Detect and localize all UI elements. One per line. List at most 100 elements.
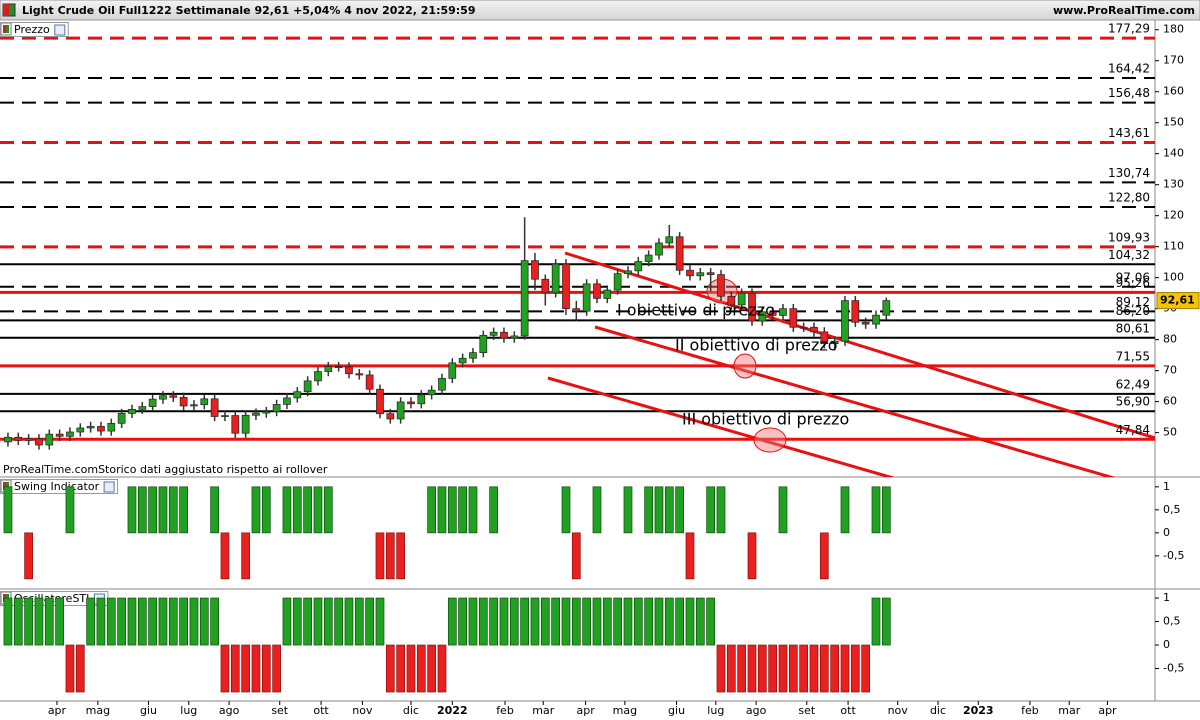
- level-label: 47,84: [1116, 423, 1150, 437]
- bar: [117, 597, 126, 646]
- panel-tool-icon[interactable]: [54, 24, 66, 36]
- annotation: I obiettivo di prezzo: [617, 301, 775, 320]
- bar: [385, 644, 395, 693]
- candle-body: [376, 388, 384, 415]
- bar: [406, 644, 416, 693]
- candle-body: [4, 436, 12, 443]
- last-price-label: 92,61: [1160, 294, 1195, 307]
- bar: [137, 597, 147, 646]
- bar: [168, 486, 178, 534]
- bar: [354, 597, 364, 646]
- candle-body: [252, 412, 260, 416]
- level-label: 71,55: [1116, 349, 1150, 363]
- bar: [127, 486, 137, 534]
- candle-body: [779, 308, 787, 316]
- bar: [881, 597, 891, 646]
- bar: [582, 597, 591, 646]
- bar: [602, 597, 612, 646]
- target-marker: [753, 427, 787, 453]
- bar: [447, 597, 457, 646]
- bar: [468, 486, 478, 534]
- panel-tool-icon[interactable]: [103, 481, 115, 493]
- candle-body: [582, 283, 591, 312]
- y-tick-label: 140: [1163, 147, 1184, 160]
- candle-body: [86, 426, 95, 429]
- bar: [458, 486, 467, 534]
- candle-body: [510, 335, 519, 339]
- y-tick-label: 1: [1163, 480, 1170, 493]
- bar: [24, 597, 33, 646]
- bar: [747, 532, 757, 580]
- bar: [530, 597, 540, 646]
- bar: [282, 486, 292, 534]
- y-tick-label: 70: [1163, 364, 1177, 377]
- candle-body: [562, 263, 570, 310]
- bar: [819, 644, 829, 693]
- candle-body: [66, 431, 74, 437]
- bar: [55, 597, 64, 646]
- y-tick-label: -0,5: [1163, 662, 1184, 675]
- bar: [561, 486, 571, 534]
- candle-body: [407, 401, 415, 405]
- candle-body: [35, 438, 43, 446]
- target-marker: [733, 353, 757, 379]
- bar: [520, 597, 529, 646]
- bar: [768, 644, 778, 693]
- bar: [778, 486, 788, 534]
- bar: [737, 644, 747, 693]
- bar: [292, 486, 302, 534]
- level-label: 164,42: [1108, 62, 1150, 76]
- bar: [261, 644, 271, 693]
- x-tick-label: mag: [613, 704, 637, 717]
- bar: [282, 597, 292, 646]
- candle-body: [138, 406, 147, 410]
- bar: [220, 644, 230, 693]
- y-tick-label: 180: [1163, 23, 1184, 36]
- candle-body: [293, 391, 302, 399]
- bar: [675, 597, 684, 646]
- candle-body: [314, 371, 322, 382]
- candle-body: [686, 269, 694, 277]
- candle-body: [748, 292, 756, 322]
- bar: [726, 644, 736, 693]
- candle-body: [179, 396, 188, 407]
- x-tick-label: apr: [1098, 704, 1117, 717]
- bar: [633, 597, 643, 646]
- candle-body: [872, 314, 880, 325]
- y-tick-label: 120: [1163, 209, 1184, 222]
- y-tick-label: 50: [1163, 426, 1177, 439]
- x-tick-label: giu: [140, 704, 157, 717]
- bar: [106, 597, 116, 646]
- panel-icon-half: [3, 25, 6, 33]
- y-tick-label: 170: [1163, 54, 1184, 67]
- bar: [540, 597, 550, 646]
- x-tick-label: ott: [840, 704, 856, 717]
- bar: [158, 597, 168, 646]
- plots: Prezzo5060708090100110120130140150160170…: [0, 22, 1200, 717]
- candle-body: [500, 331, 508, 339]
- bar: [396, 644, 405, 693]
- bar: [551, 597, 560, 646]
- candle-body: [882, 300, 891, 316]
- candle-body: [128, 409, 136, 414]
- bar: [241, 644, 250, 693]
- bar: [850, 644, 860, 693]
- y-tick-label: 150: [1163, 116, 1184, 129]
- header-site[interactable]: www.ProRealTime.com: [1053, 4, 1195, 17]
- bar: [313, 486, 323, 534]
- panel-icon-half: [3, 482, 6, 490]
- candle-body: [520, 260, 529, 337]
- candle-body: [841, 300, 849, 342]
- bar: [168, 597, 178, 646]
- bar: [3, 486, 13, 534]
- header-title: Light Crude Oil Full1222 Settimanale 92,…: [22, 4, 476, 17]
- candle-body: [624, 270, 632, 274]
- y-tick-label: 0,5: [1163, 503, 1181, 516]
- bar: [654, 597, 664, 646]
- bar: [86, 597, 95, 646]
- candle-body: [789, 308, 798, 328]
- bar: [3, 597, 13, 646]
- x-tick-label: mar: [1058, 704, 1080, 717]
- candle-body: [737, 292, 746, 306]
- level-label: 122,80: [1108, 191, 1150, 205]
